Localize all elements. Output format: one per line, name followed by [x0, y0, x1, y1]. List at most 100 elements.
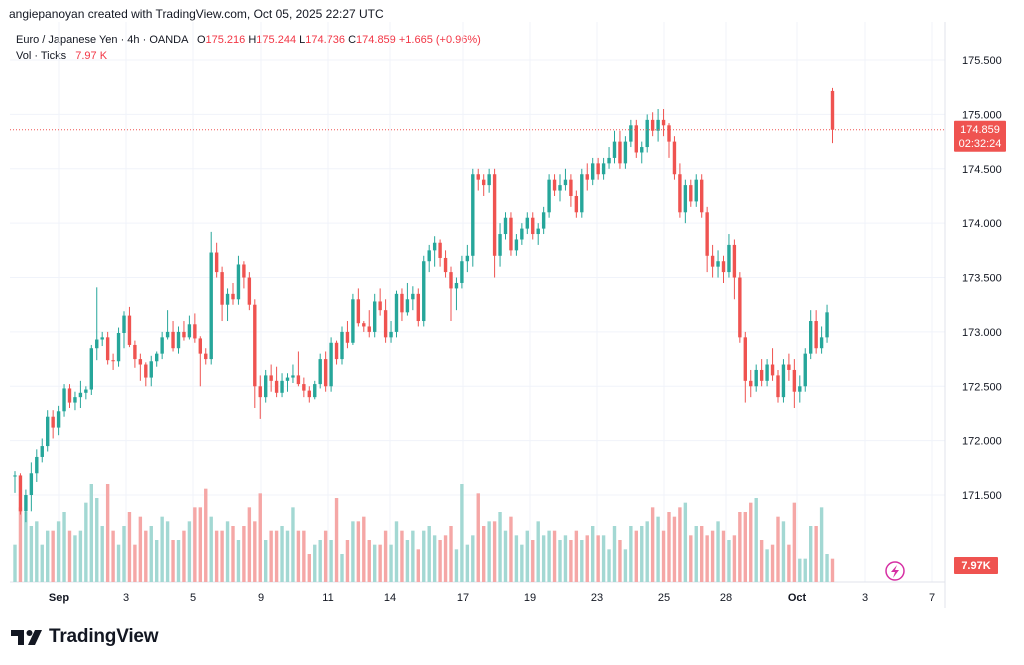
candle-body — [541, 212, 546, 229]
candle-body — [253, 304, 257, 387]
close-label: C — [348, 34, 357, 46]
lightning-icon — [891, 565, 899, 578]
candle-body — [558, 185, 562, 191]
candle-body — [13, 475, 17, 477]
volume-bar — [411, 530, 415, 582]
volume-bar — [487, 521, 491, 582]
candle-body — [601, 163, 606, 175]
volume-bar — [525, 530, 529, 582]
volume-bar — [394, 521, 399, 582]
candle-body — [187, 324, 192, 338]
volume-bar — [661, 530, 666, 582]
open-label: O — [196, 34, 206, 46]
candle-body — [536, 228, 540, 235]
candle-body — [383, 310, 388, 338]
candle-body — [367, 326, 371, 332]
volume-bar — [574, 530, 579, 582]
candle-body — [204, 353, 208, 360]
volume-bar — [362, 516, 366, 582]
candle-body — [373, 301, 377, 332]
candle-body — [694, 179, 698, 202]
candle-body — [46, 416, 50, 447]
close-value: 174.859 — [356, 34, 396, 46]
candle-body — [678, 174, 682, 213]
volume-bar — [678, 507, 682, 582]
high-label: H — [248, 34, 257, 46]
candle-body — [531, 217, 535, 235]
candle-body — [629, 125, 633, 142]
y-tick-label: 173.000 — [962, 327, 1002, 339]
candle-body — [618, 141, 622, 164]
candle-body — [67, 388, 72, 403]
candle-body — [362, 323, 366, 327]
volume-bar — [95, 498, 99, 582]
x-tick-label: 9 — [258, 592, 264, 604]
candle-body — [116, 332, 121, 362]
volume-bar — [759, 540, 764, 582]
volume-bar — [732, 535, 737, 582]
volume-bar — [122, 526, 126, 582]
candle-body — [400, 293, 404, 313]
candle-body — [149, 361, 153, 378]
volume-bar — [231, 526, 235, 582]
candle-body — [100, 337, 104, 340]
candle-body — [552, 179, 557, 191]
volume-bar — [373, 544, 377, 582]
volume-bar — [345, 540, 350, 582]
candle-body — [612, 141, 617, 158]
volume-bar — [476, 493, 480, 582]
y-tick-label: 171.500 — [962, 490, 1002, 502]
candle-body — [285, 377, 290, 381]
y-tick-label: 175.500 — [962, 55, 1002, 67]
volume-bar — [296, 530, 301, 582]
candle-body — [84, 389, 88, 393]
candle-body — [411, 293, 415, 300]
candle-body — [498, 234, 502, 256]
x-tick-label: 3 — [123, 592, 129, 604]
candle-body — [705, 212, 709, 256]
candle-body — [95, 339, 99, 349]
volume-bar — [580, 540, 584, 582]
volume-bar — [547, 530, 551, 582]
candle-body — [313, 384, 317, 398]
y-tick-label: 172.000 — [962, 436, 1002, 448]
candle-body — [329, 342, 333, 387]
candle-body — [318, 359, 322, 385]
candle-body — [225, 293, 230, 305]
volume-bar — [307, 554, 311, 582]
candle-body — [765, 364, 769, 381]
candle-body — [509, 217, 513, 251]
candle-body — [171, 331, 175, 349]
low-label: L — [299, 34, 306, 46]
x-tick-label: 3 — [862, 592, 868, 604]
volume-bar — [601, 535, 606, 582]
volume-bar — [825, 554, 829, 582]
volume-bar — [585, 535, 589, 582]
volume-bar — [634, 530, 638, 582]
candle-body — [759, 369, 764, 381]
volume-bar — [422, 530, 426, 582]
candle-body — [465, 255, 470, 262]
volume-bar — [623, 549, 628, 582]
volume-bar — [743, 512, 747, 582]
countdown-label: 02:32:24 — [959, 138, 1002, 150]
volume-bar — [405, 540, 410, 582]
volume-bar — [471, 535, 475, 582]
candle-body — [193, 324, 197, 339]
x-tick-label: 19 — [524, 592, 536, 604]
volume-bar — [716, 521, 720, 582]
volume-bar — [770, 544, 775, 582]
volume-bar — [531, 540, 535, 582]
candle-body — [356, 299, 361, 324]
volume-label[interactable]: Vol · Ticks — [16, 50, 67, 62]
candle-body — [754, 369, 758, 387]
volume-bar — [563, 535, 568, 582]
candle-body — [492, 174, 497, 256]
volume-bar — [710, 530, 715, 582]
volume-bar — [302, 530, 306, 582]
volume-bar — [155, 540, 159, 582]
volume-bar — [492, 521, 497, 582]
candle-body — [503, 217, 508, 235]
candle-body — [78, 392, 83, 398]
